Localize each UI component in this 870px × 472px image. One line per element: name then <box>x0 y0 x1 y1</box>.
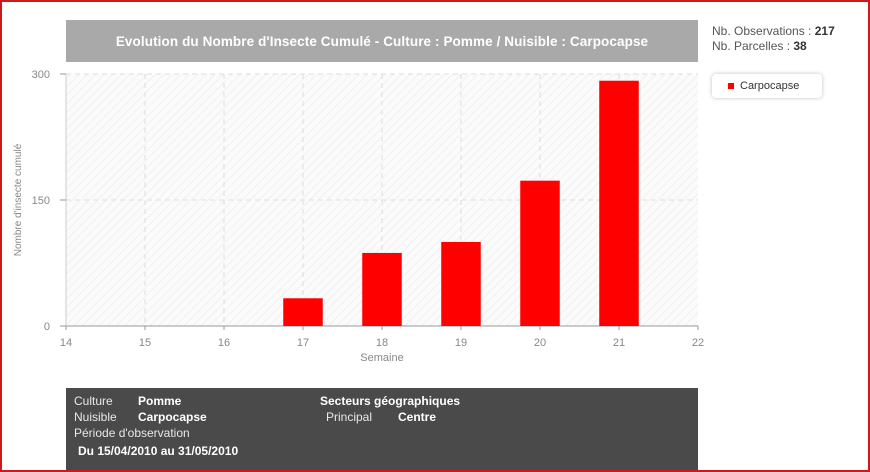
x-tick-label: 21 <box>613 337 625 349</box>
bar[interactable] <box>599 80 639 326</box>
bars <box>283 80 639 326</box>
periode-value: Du 15/04/2010 au 31/05/2010 <box>78 444 239 458</box>
x-axis-label: Semaine <box>360 352 403 364</box>
principal-value: Centre <box>398 410 437 424</box>
chart-title-text: Evolution du Nombre d'Insecte Cumulé - C… <box>115 33 649 49</box>
x-tick-label: 17 <box>297 337 309 349</box>
secteurs-label: Secteurs géographiques <box>320 394 461 408</box>
y-tick-label: 0 <box>44 321 50 333</box>
x-tick-label: 19 <box>455 337 467 349</box>
observations-value: 217 <box>814 24 835 38</box>
chart-title: Evolution du Nombre d'Insecte Cumulé - C… <box>66 20 698 62</box>
parcelles-value: 38 <box>793 39 807 53</box>
x-tick-label: 14 <box>60 337 72 349</box>
x-tick-labels: 14 15 16 17 18 19 20 21 22 <box>60 337 704 349</box>
y-tick-label: 300 <box>32 69 50 81</box>
y-tick-labels: 0 150 300 <box>32 69 50 333</box>
observations-row: Nb. Observations : 217 <box>712 24 835 39</box>
nuisible-value: Carpocapse <box>138 410 207 424</box>
bar[interactable] <box>441 242 481 326</box>
info-panel: Culture Pomme Nuisible Carpocapse Périod… <box>66 388 698 470</box>
x-tick-label: 15 <box>139 337 151 349</box>
parcelles-label: Nb. Parcelles : <box>712 39 791 53</box>
bar[interactable] <box>362 252 402 326</box>
stats-panel: Nb. Observations : 217 Nb. Parcelles : 3… <box>712 24 835 54</box>
principal-label: Principal <box>326 410 373 424</box>
x-tick-label: 18 <box>376 337 388 349</box>
legend-swatch <box>728 83 734 89</box>
bar[interactable] <box>283 298 323 326</box>
bar-chart: 14 15 16 17 18 19 20 21 22 0 150 300 Semaine Nombr… <box>13 69 704 364</box>
legend-label: Carpocapse <box>740 80 800 92</box>
parcelles-row: Nb. Parcelles : 38 <box>712 39 835 54</box>
bar[interactable] <box>520 180 560 326</box>
culture-value: Pomme <box>138 394 182 408</box>
chart-legend[interactable]: Carpocapse <box>712 74 822 98</box>
x-tick-label: 16 <box>218 337 230 349</box>
x-tick-label: 20 <box>534 337 546 349</box>
nuisible-label: Nuisible <box>74 410 117 424</box>
y-axis-label: Nombre d'insecte cumulé <box>13 143 24 256</box>
x-tick-label: 22 <box>692 337 704 349</box>
periode-label: Période d'observation <box>74 426 190 440</box>
y-tick-label: 150 <box>32 195 50 207</box>
observations-label: Nb. Observations : <box>712 24 812 38</box>
culture-label: Culture <box>74 394 113 408</box>
